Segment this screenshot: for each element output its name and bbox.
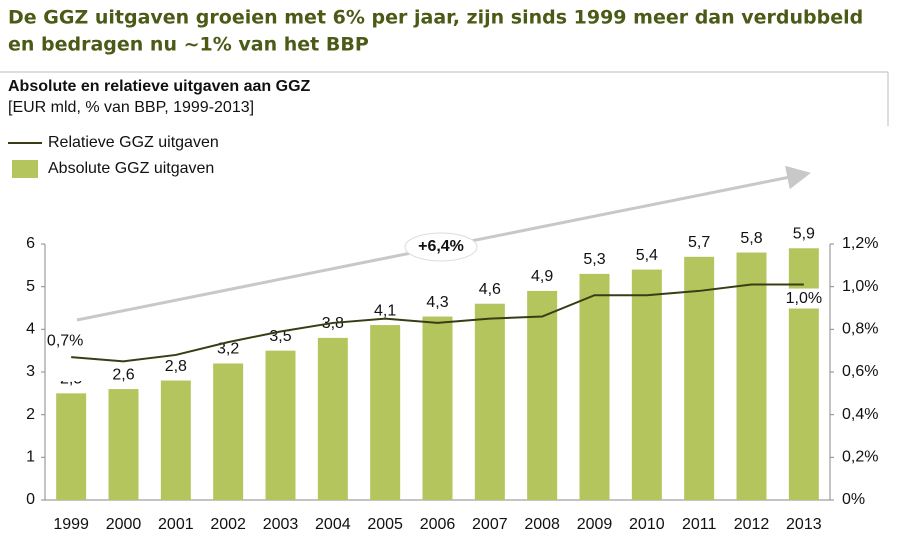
bar-value-label: 4,6 <box>479 281 501 298</box>
bar-value-label: 4,9 <box>531 268 553 285</box>
bar <box>788 248 819 500</box>
bar <box>56 393 87 500</box>
bar <box>108 389 139 500</box>
bar-value-label: 4,1 <box>374 302 396 319</box>
bar <box>736 252 767 500</box>
bar-value-label: 5,9 <box>793 225 815 242</box>
chart-title: De GGZ uitgaven groeien met 6% per jaar,… <box>8 7 863 29</box>
bar <box>631 269 662 500</box>
y2-tick-label: 0,4% <box>842 406 878 423</box>
x-tick-label: 2011 <box>682 516 717 533</box>
x-tick-label: 2008 <box>524 516 560 533</box>
x-tick-label: 2013 <box>786 516 822 533</box>
bar <box>684 256 715 500</box>
y-tick-label: 3 <box>26 363 35 380</box>
bar-value-label: 5,4 <box>636 247 658 264</box>
x-tick-label: 2004 <box>315 516 351 533</box>
x-tick-label: 2009 <box>577 516 613 533</box>
x-tick-label: 2001 <box>158 516 194 533</box>
bar-value-label: 3,2 <box>217 341 239 358</box>
y2-tick-label: 0,8% <box>842 321 878 338</box>
x-tick-label: 2005 <box>367 516 403 533</box>
bar-value-label: 5,3 <box>583 251 605 268</box>
y2-tick-label: 1,2% <box>842 235 878 252</box>
y-tick-label: 1 <box>26 449 35 466</box>
x-tick-label: 2006 <box>420 516 456 533</box>
label-bg <box>49 361 94 382</box>
bar <box>317 337 348 500</box>
chart-title: en bedragen nu ~1% van het BBP <box>8 34 369 56</box>
panel-title: Absolute en relatieve uitgaven aan GGZ <box>8 78 311 95</box>
bar-value-label: 2,8 <box>165 358 187 375</box>
y2-tick-label: 0% <box>842 491 865 508</box>
bar <box>213 363 244 500</box>
bar-value-label: 2,6 <box>112 366 134 383</box>
annotation: +6,4% <box>418 238 464 255</box>
line-value-label: 0,7% <box>47 332 83 349</box>
x-tick-label: 1999 <box>53 516 89 533</box>
line <box>71 283 804 363</box>
bar-value-label: 5,7 <box>688 234 710 251</box>
bar <box>160 380 191 500</box>
y-tick-label: 6 <box>26 235 35 252</box>
y2-tick-label: 0,6% <box>842 363 878 380</box>
y2-tick-label: 0,2% <box>842 449 878 466</box>
x-tick-label: 2002 <box>210 516 246 533</box>
bar-value-label: 4,3 <box>426 294 448 311</box>
bar-value-label: 5,8 <box>740 230 762 247</box>
y-tick-label: 0 <box>26 491 35 508</box>
x-tick-label: 2012 <box>734 516 770 533</box>
bar <box>370 325 401 500</box>
bar <box>527 290 558 500</box>
annotation-bubble <box>404 232 478 262</box>
bar <box>474 303 505 500</box>
line-value-label: 1,0% <box>786 290 822 307</box>
bar <box>422 316 453 500</box>
bar <box>265 350 296 500</box>
y-tick-label: 5 <box>26 278 35 295</box>
bar <box>579 273 610 500</box>
legend-swatch <box>12 160 38 178</box>
y-tick-label: 4 <box>26 321 35 338</box>
panel-subtitle: [EUR mld, % van BBP, 1999-2013] <box>8 99 254 116</box>
label-bg <box>781 288 826 309</box>
x-tick-label: 2010 <box>629 516 665 533</box>
x-tick-label: 2003 <box>263 516 299 533</box>
y-tick-label: 2 <box>26 406 35 423</box>
y2-tick-label: 1,0% <box>842 278 878 295</box>
legend-label: Relatieve GGZ uitgaven <box>48 134 219 151</box>
x-tick-label: 2007 <box>472 516 508 533</box>
legend-label: Absolute GGZ uitgaven <box>48 160 214 177</box>
x-tick-label: 2000 <box>106 516 142 533</box>
